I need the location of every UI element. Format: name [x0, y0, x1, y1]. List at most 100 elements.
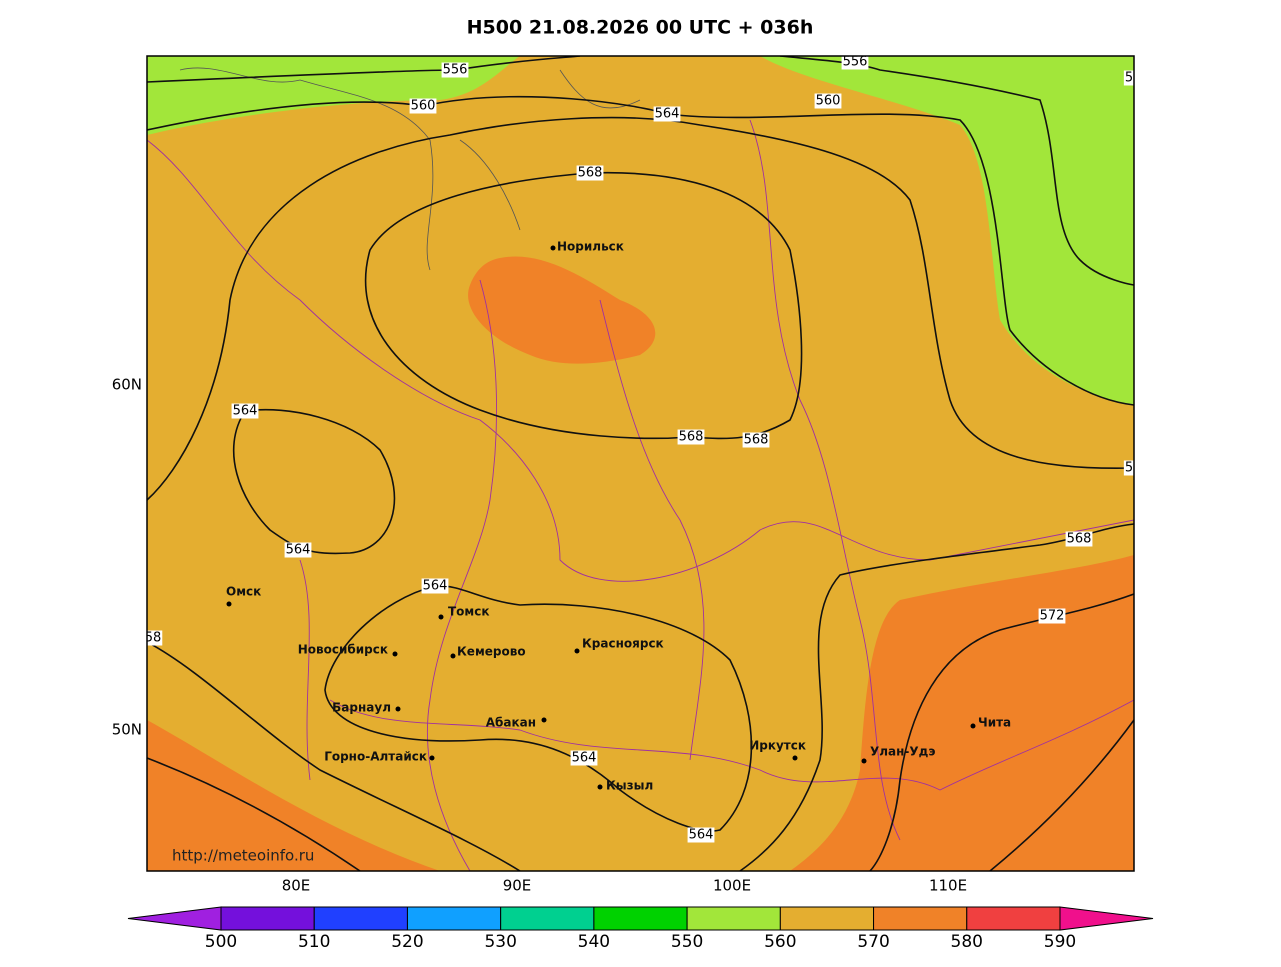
contour-label: 560	[816, 94, 841, 109]
contour-label-bg	[814, 93, 842, 109]
contour-label-bg	[441, 62, 469, 78]
lat-label: 60N	[112, 376, 142, 394]
contour-label-bg	[231, 403, 259, 419]
city-dot	[597, 784, 603, 790]
contour-label-bg	[1038, 608, 1066, 624]
colorbar-segment	[873, 906, 968, 931]
contour-label: 5	[1125, 461, 1133, 476]
contour-label-bg	[1123, 460, 1134, 476]
city-dot	[550, 245, 556, 251]
map-area: 556 560 564 568 556 560 5 568 568 564 564 564 5 568 57…	[145, 55, 1134, 871]
colorbar-segment	[406, 906, 502, 931]
city-dot	[226, 601, 232, 607]
fill-green	[147, 56, 520, 135]
title: H500 21.08.2026 00 UTC + 036h	[467, 17, 814, 39]
contour-label-bg	[841, 56, 869, 70]
city-dot	[438, 614, 444, 620]
lon-label: 80E	[282, 877, 311, 895]
lon-label: 100E	[713, 877, 751, 895]
contours	[147, 56, 1134, 871]
contour-label-bg	[147, 630, 163, 646]
city-name: Кемерово	[457, 645, 526, 659]
contour-label-bg	[677, 429, 705, 445]
contour-label: 564	[689, 828, 714, 843]
city-name: Норильск	[557, 240, 624, 254]
contour-label-bg	[421, 578, 449, 594]
contour-label: 556	[843, 55, 868, 70]
contour-label-bg	[687, 827, 715, 843]
city-dot	[861, 758, 867, 764]
city-name: Чита	[978, 716, 1011, 730]
contour-label: 556	[443, 63, 468, 78]
colorbar-segment	[686, 906, 781, 931]
colorbar-segment	[220, 906, 315, 931]
colorbar-segment	[593, 906, 688, 931]
contour-label: 5	[1125, 71, 1133, 86]
colorbar-tick-label: 570	[857, 932, 889, 952]
city-dot	[792, 755, 798, 761]
contour-label: 572	[1040, 609, 1065, 624]
contour-label: 568	[1067, 532, 1092, 547]
colorbar-tick-label: 500	[205, 932, 237, 952]
colorbar-low-triangle	[127, 906, 222, 931]
city-dot	[395, 706, 401, 712]
contour-label-bg	[570, 750, 598, 766]
colorbar-tick-label: 590	[1044, 932, 1076, 952]
contour-label-bg	[742, 432, 770, 448]
city-dot	[541, 717, 547, 723]
contour-label: 564	[572, 751, 597, 766]
city-name: Улан-Удэ	[870, 745, 935, 759]
contour-label-bg	[1065, 531, 1093, 547]
city-name: Абакан	[486, 716, 536, 730]
fill-orange	[468, 256, 656, 364]
city-dot	[574, 648, 580, 654]
source-url: http://meteoinfo.ru	[172, 847, 314, 865]
fill-green	[760, 56, 1134, 405]
lon-label: 90E	[503, 877, 532, 895]
colorbar-segment	[779, 906, 875, 931]
city-name: Красноярск	[582, 637, 664, 651]
contour-label: 58	[145, 631, 162, 646]
city-dot	[450, 653, 456, 659]
city-name: Томск	[448, 605, 490, 619]
contour-label: 564	[233, 404, 258, 419]
colorbar-tick-label: 550	[671, 932, 703, 952]
colorbar-tick-label: 520	[391, 932, 423, 952]
colorbar-tick-label: 580	[951, 932, 983, 952]
colorbar-segment	[966, 906, 1061, 931]
colorbar-tick-label: 510	[298, 932, 330, 952]
colorbar-high-triangle	[1059, 906, 1154, 931]
colorbar-tick-label: 560	[764, 932, 796, 952]
city-dot	[429, 755, 435, 761]
contour-label: 564	[286, 543, 311, 558]
fill-orange	[147, 720, 440, 871]
lon-label: 110E	[929, 877, 967, 895]
colorbar-segment	[313, 906, 408, 931]
city-name: Кызыл	[606, 779, 653, 793]
city-name: Иркутск	[749, 739, 806, 753]
contour-label-bg	[576, 165, 604, 181]
contour-label-bg	[1123, 70, 1134, 86]
fill-orange	[790, 555, 1134, 871]
city-dot	[392, 651, 398, 657]
colorbar-segment	[500, 906, 595, 931]
city-name: Омск	[226, 585, 261, 599]
contour-label: 564	[655, 107, 680, 122]
contour-label-bg	[653, 106, 681, 122]
contour-label: 568	[578, 166, 603, 181]
city-name: Барнаул	[332, 701, 391, 715]
lat-label: 50N	[112, 721, 142, 739]
contour-label: 560	[411, 99, 436, 114]
contour-label-bg	[284, 542, 312, 558]
colorbar-tick-label: 530	[484, 932, 516, 952]
contour-label: 568	[744, 433, 769, 448]
city-dot	[970, 723, 976, 729]
contour-label: 568	[679, 430, 704, 445]
city-name: Горно-Алтайск	[324, 750, 427, 764]
contour-label: 564	[423, 579, 448, 594]
city-name: Новосибирск	[298, 643, 388, 657]
map-frame	[146, 55, 1135, 872]
contour-label-bg	[409, 98, 437, 114]
colorbar-tick-label: 540	[578, 932, 610, 952]
